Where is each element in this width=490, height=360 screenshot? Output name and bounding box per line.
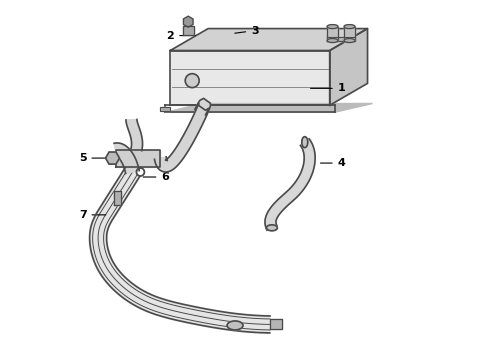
Ellipse shape	[267, 225, 277, 231]
Polygon shape	[327, 27, 338, 41]
Text: 3: 3	[235, 26, 259, 36]
Ellipse shape	[302, 137, 308, 148]
Circle shape	[185, 74, 199, 87]
Polygon shape	[171, 28, 368, 50]
Ellipse shape	[327, 24, 338, 28]
Polygon shape	[89, 167, 270, 333]
Polygon shape	[171, 50, 330, 105]
Polygon shape	[160, 107, 171, 111]
Text: 1: 1	[311, 84, 345, 93]
Polygon shape	[165, 103, 372, 112]
Text: 6: 6	[143, 172, 169, 182]
Polygon shape	[344, 27, 355, 41]
Polygon shape	[117, 150, 160, 167]
Polygon shape	[126, 120, 143, 151]
Polygon shape	[114, 191, 122, 205]
Polygon shape	[183, 26, 194, 35]
Text: 4: 4	[320, 158, 345, 168]
Text: 2: 2	[167, 31, 196, 41]
Ellipse shape	[344, 39, 355, 42]
Polygon shape	[154, 98, 210, 172]
Text: 7: 7	[79, 210, 106, 220]
Polygon shape	[270, 319, 282, 329]
Polygon shape	[114, 143, 139, 174]
Polygon shape	[265, 139, 315, 230]
Ellipse shape	[327, 39, 338, 42]
Polygon shape	[327, 37, 355, 41]
Ellipse shape	[227, 321, 243, 330]
Ellipse shape	[344, 24, 355, 28]
Polygon shape	[330, 28, 368, 105]
Text: 5: 5	[79, 153, 108, 163]
